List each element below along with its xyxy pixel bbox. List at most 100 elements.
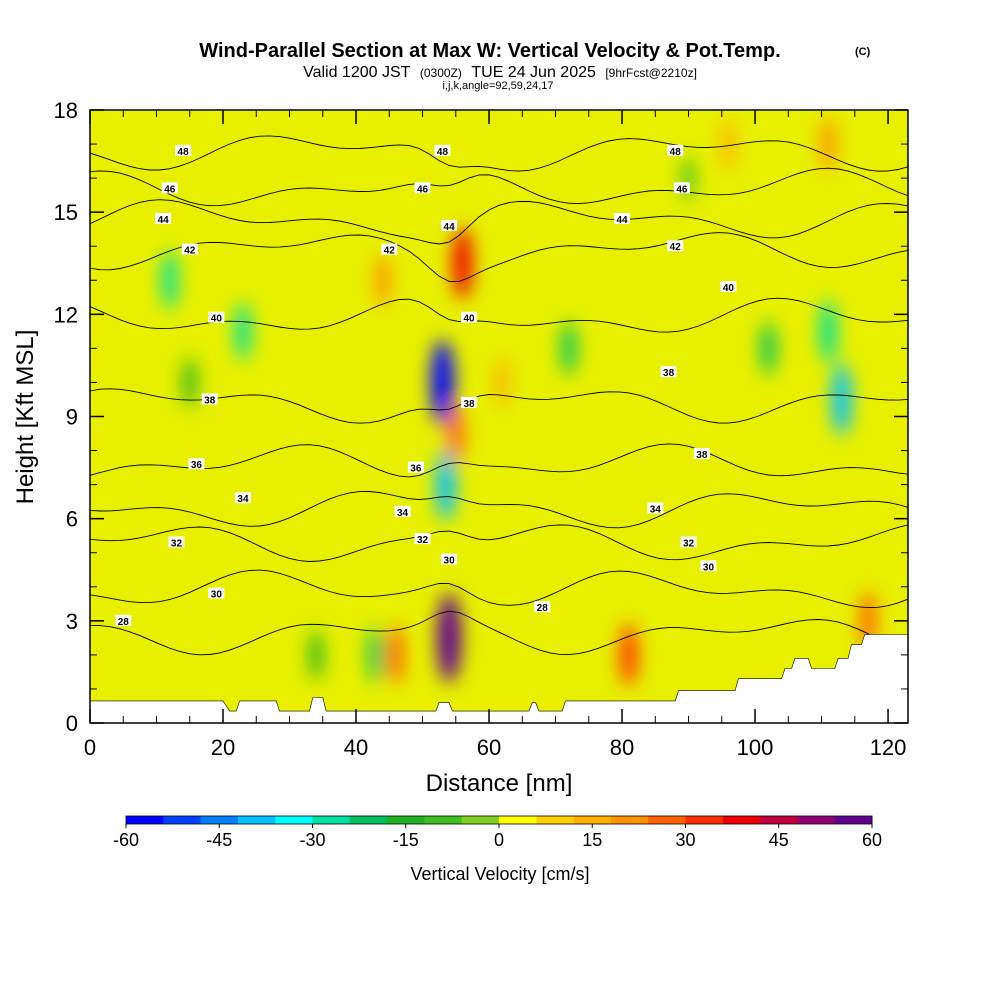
subtitle-forecast-info: [9hrFcst@2210z] <box>605 66 697 80</box>
colorbar-swatch <box>797 816 836 824</box>
contour-label: 38 <box>660 366 677 379</box>
colorbar-tick-label: -60 <box>113 830 139 850</box>
y-axis-label: Height [Kft MSL] <box>12 330 39 505</box>
contour-label-text: 44 <box>616 215 628 226</box>
contour-label-bg <box>614 212 631 224</box>
contour-label-text: 38 <box>696 450 708 461</box>
contour-label-text: 30 <box>703 562 715 573</box>
contour-label-bg <box>208 311 225 323</box>
contour-label: 40 <box>720 281 737 294</box>
contour-label: 36 <box>188 458 205 471</box>
contour-label: 44 <box>155 212 172 226</box>
contour-label-text: 30 <box>211 590 223 601</box>
updraft-core <box>721 119 736 169</box>
downdraft-core <box>561 321 577 376</box>
colorbar-swatch <box>610 816 649 824</box>
colorbar-swatch <box>573 816 612 824</box>
colorbar-swatch <box>275 816 313 824</box>
contour-label-text: 40 <box>723 283 735 294</box>
theta-contour-28 <box>90 610 908 656</box>
contour-label: 34 <box>647 502 664 515</box>
colorbar-swatch <box>834 816 873 824</box>
subtitle-utc-time: (0300Z) <box>420 66 462 80</box>
contour-label-bg <box>693 447 710 459</box>
colorbar-swatch <box>499 816 537 824</box>
contour-label: 46 <box>414 182 431 195</box>
contour-label: 44 <box>441 219 458 233</box>
x-tick-label: 20 <box>211 735 235 760</box>
colorbar-tick-label: -30 <box>299 830 325 850</box>
contour-label-bg <box>673 182 690 194</box>
colorbar-tick-label: -15 <box>393 830 419 850</box>
theta-contour-36 <box>90 443 908 478</box>
contour-label-bg <box>155 212 172 224</box>
terrain-mask <box>90 634 908 723</box>
contour-label: 36 <box>407 461 424 475</box>
contour-label-text: 38 <box>663 368 675 379</box>
contour-label-bg <box>394 505 411 517</box>
contour-label-bg <box>441 219 458 231</box>
contour-label-text: 40 <box>211 314 223 325</box>
x-tick-label: 0 <box>84 735 96 760</box>
contour-label: 48 <box>175 144 192 158</box>
downdraft-core <box>819 299 837 363</box>
colorbar-swatch <box>126 816 164 824</box>
contour-label-text: 34 <box>650 504 662 515</box>
downdraft-core <box>234 302 251 361</box>
contour-label-text: 48 <box>178 147 190 158</box>
contour-label-bg <box>161 182 178 194</box>
contour-label-bg <box>720 281 737 293</box>
grid-info: i,j,k,angle=92,59,24,17 <box>442 80 553 92</box>
plot-area: 48 48 48 46 46 46 44 44 44 42 42 42 40 40 40 38 38 38 38 36… <box>90 110 908 723</box>
contour-label: 42 <box>381 243 398 257</box>
colorbar-tick-label: 45 <box>769 830 789 850</box>
downdraft-core <box>430 339 455 426</box>
contour-label: 44 <box>614 212 631 226</box>
contour-label-text: 48 <box>437 147 449 158</box>
y-tick-label: 6 <box>66 507 78 532</box>
contour-label: 34 <box>394 505 411 519</box>
downdraft-core <box>309 630 323 680</box>
contour-label-bg <box>175 144 192 156</box>
contour-label: 30 <box>700 560 717 573</box>
contour-label: 38 <box>693 447 710 461</box>
contour-label-text: 46 <box>676 184 688 195</box>
subtitle-valid-time: Valid 1200 JST <box>303 64 411 81</box>
contour-label-bg <box>234 492 251 504</box>
contour-label-bg <box>414 182 431 194</box>
contour-label-bg <box>441 553 458 565</box>
contour-label: 32 <box>414 533 431 546</box>
y-tick-label: 3 <box>66 609 78 634</box>
contour-label-bg <box>208 587 225 599</box>
colorbar-tick-label: 60 <box>862 830 882 850</box>
contour-label: 42 <box>181 243 198 257</box>
contour-label-text: 34 <box>397 508 409 519</box>
contour-label-text: 38 <box>204 395 216 406</box>
colorbar-tick-label: 0 <box>494 830 504 850</box>
theta-contour-labels: 48 48 48 46 46 46 44 44 44 42 42 42 40 40 40 38 38 38 38 36… <box>115 144 737 628</box>
contour-label-bg <box>414 533 431 545</box>
contour-label: 48 <box>667 144 684 158</box>
contour-label-text: 48 <box>670 147 682 158</box>
contour-label-text: 38 <box>464 399 476 410</box>
contour-label-bg <box>660 366 677 378</box>
contour-label-text: 36 <box>410 464 422 475</box>
contour-label-bg <box>700 560 717 572</box>
y-tick-label: 12 <box>54 302 78 327</box>
colorbar-swatch <box>536 816 575 824</box>
updraft-core <box>447 404 464 463</box>
theta-contour-48 <box>90 135 908 172</box>
contour-label: 34 <box>234 492 251 505</box>
colorbar-swatch <box>685 816 724 824</box>
x-axis: 0 20 40 60 80 100 120 <box>84 110 906 760</box>
contour-label-text: 36 <box>191 460 203 471</box>
contour-label-bg <box>115 614 132 626</box>
colorbar: -60 -45 -30 -15 0 15 30 45 60 <box>113 815 882 850</box>
colorbar-swatch <box>424 816 463 824</box>
y-tick-label: 15 <box>54 200 78 225</box>
x-tick-label: 40 <box>344 735 368 760</box>
chart-subtitle: Valid 1200 JST (0300Z) TUE 24 Jun 2025 [… <box>303 64 697 81</box>
contour-label-text: 44 <box>158 215 170 226</box>
x-tick-label: 100 <box>737 735 774 760</box>
